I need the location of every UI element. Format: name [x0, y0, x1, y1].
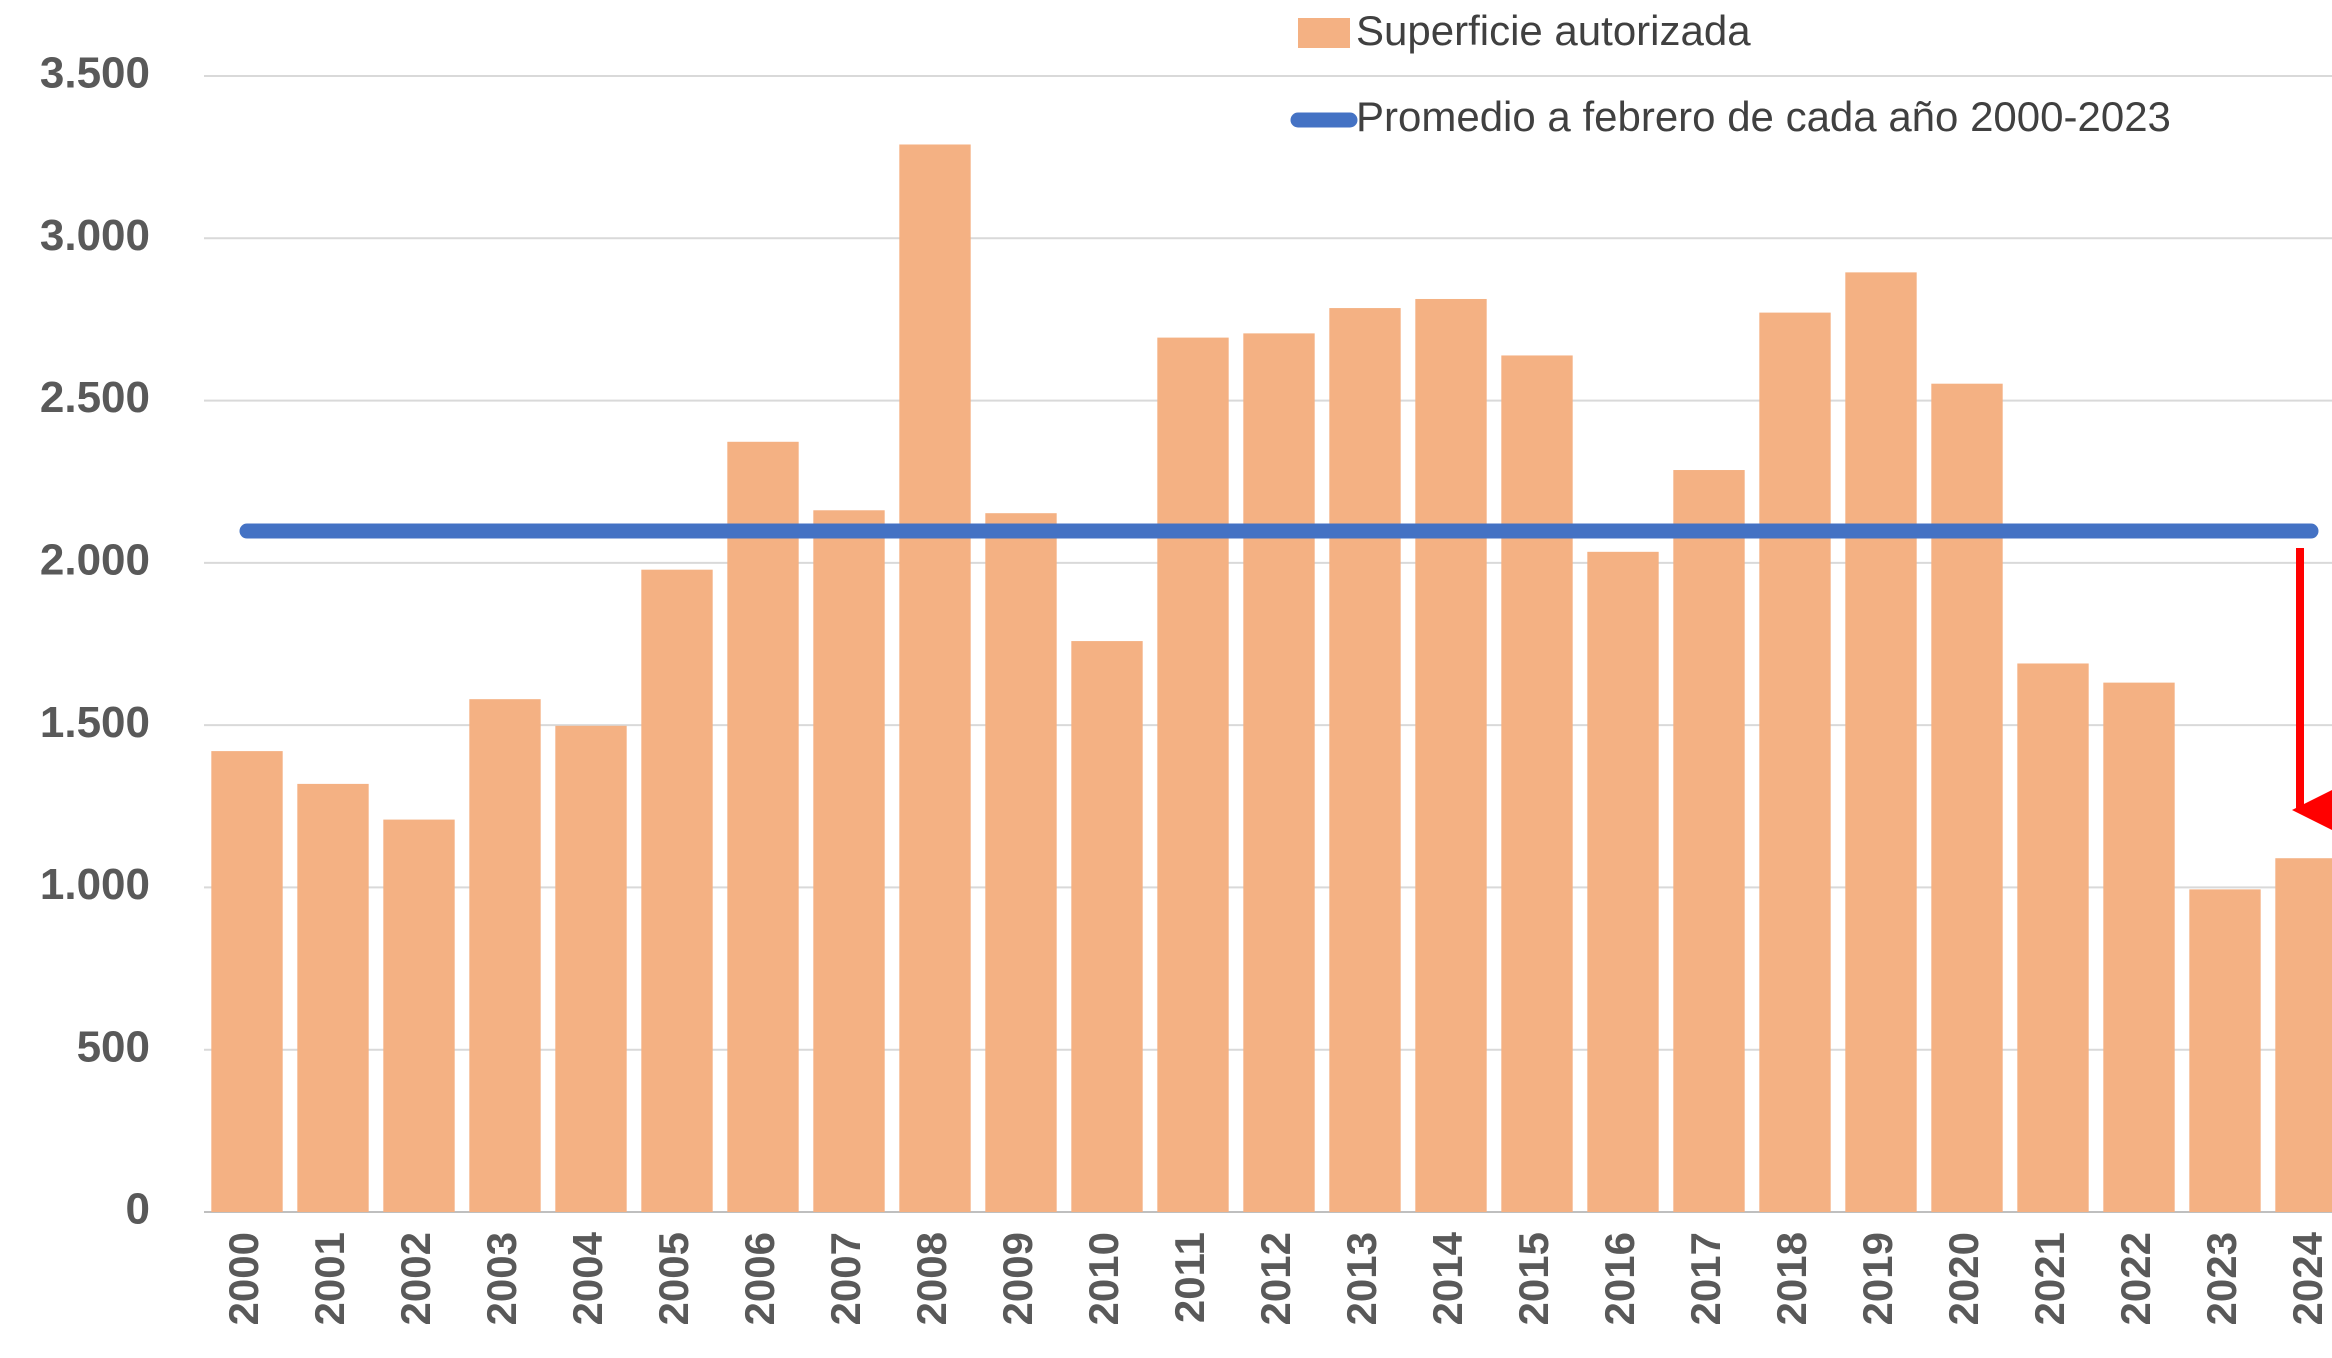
legend-label: Superficie autorizada	[1356, 7, 1751, 54]
bar	[297, 783, 369, 1212]
y-tick-label: 0	[126, 1185, 150, 1234]
bar	[1329, 308, 1401, 1212]
bar	[2189, 889, 2261, 1212]
y-tick-label: 1.500	[40, 698, 150, 747]
legend-swatch	[1298, 18, 1350, 48]
x-tick-label: 2018	[1768, 1232, 1815, 1325]
bar	[1157, 337, 1229, 1212]
bar	[1243, 333, 1315, 1212]
x-tick-label: 2012	[1252, 1232, 1299, 1325]
x-tick-label: 2009	[994, 1232, 1041, 1325]
x-tick-label: 2017	[1682, 1232, 1729, 1325]
x-tick-label: 2011	[1166, 1232, 1213, 1323]
bar	[1071, 641, 1143, 1212]
bar	[1845, 272, 1917, 1212]
x-tick-label: 2002	[392, 1232, 439, 1325]
bar	[985, 513, 1057, 1212]
x-tick-label: 2008	[908, 1232, 955, 1325]
bar	[2017, 663, 2089, 1212]
y-tick-label: 3.500	[40, 49, 150, 98]
x-tick-label: 2016	[1596, 1232, 1643, 1325]
x-tick-label: 2005	[650, 1232, 697, 1325]
bar	[211, 751, 283, 1212]
bar	[555, 725, 627, 1212]
x-tick-label: 2019	[1854, 1232, 1901, 1325]
y-tick-label: 500	[77, 1022, 150, 1071]
bar	[1587, 551, 1659, 1212]
x-tick-label: 2024	[2284, 1231, 2331, 1325]
x-tick-label: 2006	[736, 1232, 783, 1325]
x-tick-label: 2014	[1424, 1231, 1471, 1325]
x-tick-label: 2004	[564, 1231, 611, 1325]
bar	[727, 441, 799, 1212]
x-tick-label: 2007	[822, 1232, 869, 1325]
bar	[383, 819, 455, 1212]
x-tick-label: 2000	[220, 1232, 267, 1325]
x-tick-label: 2022	[2112, 1232, 2159, 1325]
y-tick-label: 1.000	[40, 860, 150, 909]
bar	[1415, 298, 1487, 1212]
bar	[899, 144, 971, 1212]
x-tick-label: 2015	[1510, 1232, 1557, 1325]
x-tick-label: 2010	[1080, 1232, 1127, 1325]
bar	[2103, 682, 2175, 1212]
bar	[1501, 355, 1573, 1212]
y-tick-label: 2.500	[40, 373, 150, 422]
x-tick-label: 2001	[306, 1232, 353, 1325]
bar	[1673, 470, 1745, 1212]
x-tick-label: 2013	[1338, 1232, 1385, 1325]
y-tick-label: 3.000	[40, 211, 150, 260]
bar	[1931, 383, 2003, 1212]
bar	[2275, 858, 2332, 1212]
bar	[641, 569, 713, 1212]
bar	[1759, 312, 1831, 1213]
x-tick-label: 2023	[2198, 1232, 2245, 1325]
x-tick-label: 2003	[478, 1232, 525, 1325]
x-tick-label: 2021	[2026, 1232, 2073, 1325]
legend-label: Promedio a febrero de cada año 2000-2023	[1356, 93, 2171, 140]
x-tick-label: 2020	[1940, 1232, 1987, 1325]
bar	[469, 699, 541, 1212]
bar	[813, 510, 885, 1212]
y-tick-label: 2.000	[40, 535, 150, 584]
